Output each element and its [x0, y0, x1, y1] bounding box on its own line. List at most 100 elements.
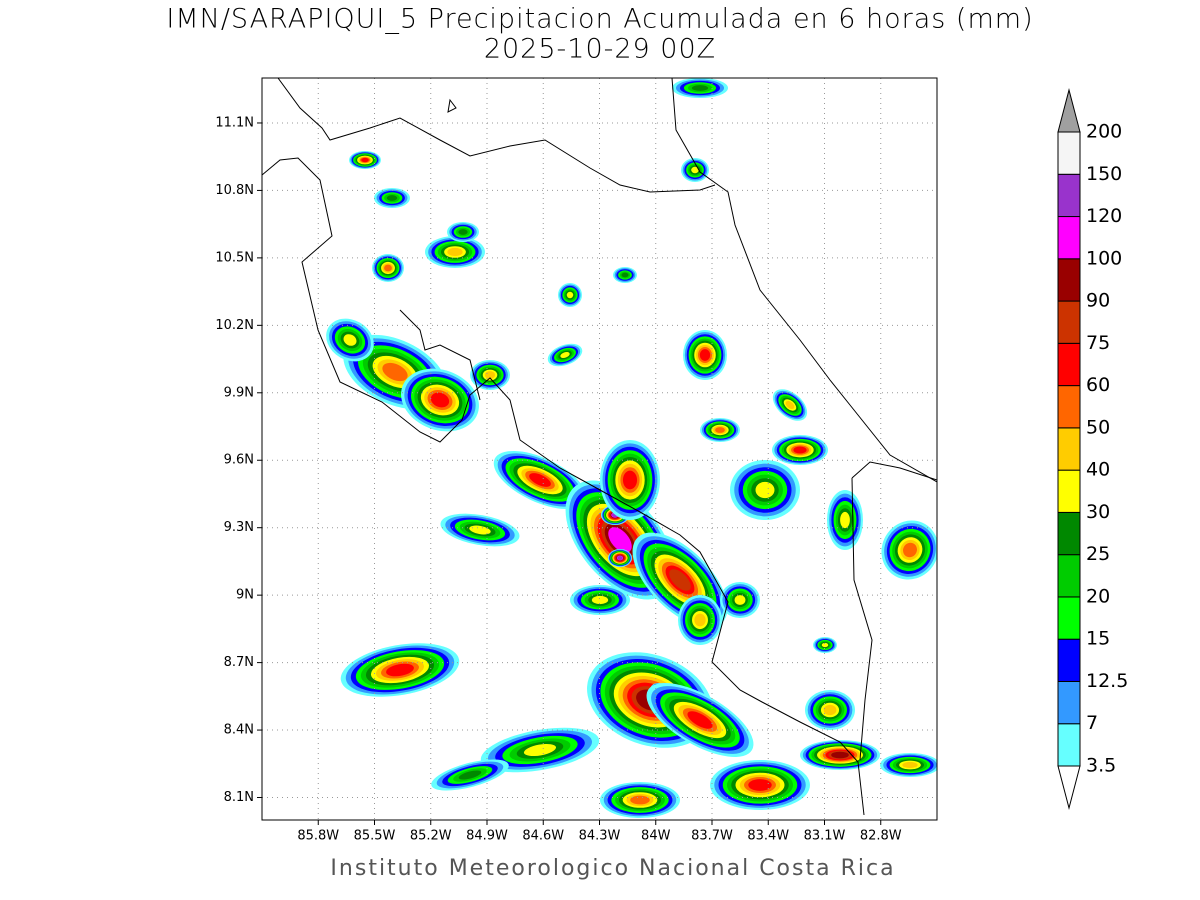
rain-contour	[823, 704, 837, 716]
x-tick-label: 83.1W	[804, 829, 846, 844]
colorbar-over	[1057, 88, 1081, 133]
y-tick-label: 9.9N	[224, 385, 254, 400]
x-tick-label: 84.3W	[579, 829, 621, 844]
x-tick-label: 85.5W	[354, 829, 396, 844]
coastline	[277, 78, 716, 193]
colorbar-label: 75	[1086, 332, 1110, 354]
colorbar-segment	[1057, 173, 1081, 218]
rain-contour	[382, 362, 408, 382]
rain-contour	[458, 229, 468, 235]
title: IMN/SARAPIQUI_5 Precipitacion Acumulada …	[166, 4, 1033, 35]
colorbar-label: 30	[1086, 501, 1110, 523]
y-tick-label: 8.4N	[224, 723, 254, 738]
colorbar-label: 40	[1086, 459, 1110, 481]
axis-labels: 85.8W 85.5W 85.2W 84.9W 84.6W 84.3W 84W 83.7W 83…	[215, 115, 901, 843]
rain-contour	[840, 511, 850, 529]
y-tick-label: 11.1N	[215, 115, 254, 130]
colorbar-segment	[1057, 680, 1081, 725]
grid	[262, 78, 937, 820]
y-tick-label: 9.3N	[224, 520, 254, 535]
colorbar-segment	[1057, 216, 1081, 260]
colorbar-label: 20	[1086, 585, 1110, 607]
colorbar-segment	[1057, 638, 1081, 682]
y-tick-label: 10.5N	[215, 250, 254, 265]
rain-contour	[669, 569, 691, 591]
rain-contour	[591, 595, 609, 605]
rain-contour	[715, 427, 725, 433]
rain-contour	[447, 247, 463, 257]
x-tick-label: 84W	[641, 829, 671, 844]
rain-contour	[343, 334, 357, 346]
border	[851, 461, 937, 761]
colorbar-label: 200	[1086, 121, 1122, 143]
y-tick-label: 9N	[236, 588, 254, 603]
colorbar-label: 60	[1086, 374, 1110, 396]
rain-contour	[529, 473, 551, 487]
rain-contour	[699, 349, 711, 361]
colorbar-label: 12.5	[1086, 670, 1128, 692]
y-tick-label: 9.6N	[224, 453, 254, 468]
rain-contour	[694, 613, 706, 627]
rain-contour	[617, 556, 623, 560]
x-tick-label: 85.8W	[297, 829, 339, 844]
rain-contour	[903, 542, 917, 558]
rain-contour	[691, 85, 709, 91]
y-tick-label: 8.7N	[224, 655, 254, 670]
colorbar-segment	[1057, 131, 1081, 175]
colorbar-segment	[1057, 427, 1081, 471]
x-tick-label: 83.7W	[691, 829, 733, 844]
colorbar-label: 15	[1086, 628, 1110, 650]
coastline	[262, 157, 865, 816]
rain-contour	[430, 392, 450, 408]
colorbar-label: 25	[1086, 543, 1110, 565]
colorbar-label: 120	[1086, 205, 1122, 227]
colorbar-segment	[1057, 469, 1081, 513]
colorbar-segment	[1057, 300, 1081, 344]
coastline	[399, 309, 481, 401]
rain-contour	[831, 751, 849, 759]
colorbar-label: 100	[1086, 247, 1122, 269]
rain-contour	[691, 166, 699, 174]
precipitation-field	[326, 78, 937, 818]
rain-contour	[386, 195, 398, 201]
rain-contour	[902, 761, 918, 769]
x-tick-label: 83.4W	[747, 829, 789, 844]
colorbar-segment	[1057, 385, 1081, 429]
rain-contour	[748, 779, 772, 791]
rain-contour	[821, 642, 829, 648]
rain-contour	[458, 770, 482, 780]
rain-contour	[386, 663, 414, 677]
rain-contour	[622, 470, 638, 490]
rain-contour	[687, 711, 713, 729]
y-tick-label: 10.2N	[215, 318, 254, 333]
y-tick-label: 10.8N	[215, 183, 254, 198]
rain-contour	[523, 743, 557, 757]
colorbar-label: 150	[1086, 163, 1122, 185]
colorbar: 3.5 7 12.5 15 20 25 30 40 50 60 75 90 100 120 150 200	[1057, 88, 1128, 810]
x-tick-label: 84.6W	[522, 829, 564, 844]
colorbar-label: 7	[1086, 712, 1098, 734]
rain-contour	[560, 351, 570, 359]
coastlines	[262, 78, 937, 816]
colorbar-segment	[1057, 596, 1081, 640]
rain-contour	[608, 527, 632, 553]
footer: Instituto Meteorologico Nacional Costa R…	[330, 856, 895, 881]
colorbar-label: 3.5	[1086, 755, 1116, 777]
subtitle: 2025-10-29 00Z	[484, 34, 716, 65]
rain-contour	[755, 481, 775, 499]
colorbar-segment	[1057, 258, 1081, 302]
x-tick-label: 84.9W	[466, 829, 508, 844]
colorbar-segment	[1057, 723, 1081, 767]
coastline	[447, 98, 457, 113]
x-tick-label: 85.2W	[410, 829, 452, 844]
colorbar-under	[1057, 765, 1081, 810]
colorbar-label: 50	[1086, 416, 1110, 438]
rain-contour	[785, 400, 795, 410]
colorbar-label: 90	[1086, 290, 1110, 312]
rain-contour	[734, 595, 746, 605]
coastline	[671, 78, 937, 483]
rain-contour	[361, 157, 369, 163]
colorbar-segment	[1057, 554, 1081, 598]
colorbar-segment	[1057, 342, 1081, 387]
